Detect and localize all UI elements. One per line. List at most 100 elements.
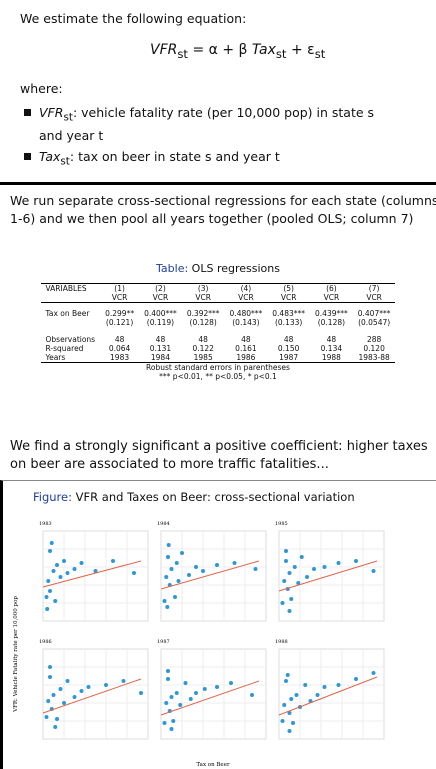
table-cell: 0.400***: [144, 309, 177, 318]
table-cell: (0.128): [189, 318, 217, 327]
eq-sub: st: [177, 46, 189, 61]
point: [194, 691, 198, 695]
point: [58, 575, 63, 579]
point: [305, 575, 309, 579]
fit-line: [42, 678, 142, 714]
table-cell: 48: [283, 335, 294, 344]
point: [79, 689, 84, 693]
x-axis-label: Tax on Beer: [196, 762, 230, 768]
table-cell: 0.131: [149, 344, 172, 353]
table-row: Observations 48 48 48 48 48 48 288: [41, 327, 396, 344]
point: [169, 567, 174, 571]
fit-line: [160, 560, 260, 590]
conclusion: We find a strongly significant a positiv…: [10, 439, 428, 472]
point: [312, 567, 316, 571]
table-row: Years 1983 1984 1985 1986 1987 1988 1983-88: [40, 353, 396, 363]
point: [287, 609, 292, 613]
point: [215, 685, 219, 689]
panel-label: 1986: [39, 639, 52, 645]
point: [72, 567, 77, 571]
fit-line: [42, 560, 142, 588]
table-cell: (0.133): [274, 318, 303, 327]
point: [132, 571, 136, 575]
point: [285, 673, 290, 677]
fit-line: [278, 676, 378, 716]
point: [169, 695, 174, 699]
table-cell: 1987: [279, 353, 299, 362]
point: [174, 561, 179, 565]
point: [294, 693, 299, 697]
point: [48, 589, 52, 593]
point: [284, 679, 288, 683]
point: [282, 579, 287, 583]
point: [183, 681, 188, 685]
table-cell: 0.407***: [357, 309, 391, 318]
panel-label: 1988: [275, 639, 288, 645]
header-cell: [41, 293, 101, 303]
point: [62, 559, 66, 563]
term: Tax: [39, 148, 61, 164]
panel-bg: [42, 530, 149, 622]
header-cell: VCR: [152, 293, 169, 302]
point: [178, 703, 183, 707]
point: [111, 559, 115, 563]
point: [250, 693, 254, 697]
table-cell: 1984: [150, 353, 170, 362]
header-cell: VARIABLES: [45, 284, 87, 293]
point: [46, 699, 51, 703]
point: [174, 691, 179, 695]
point: [53, 599, 58, 603]
table-row: R-squared 0.064 0.131 0.122 0.161 0.150 0.134 0…: [41, 344, 396, 353]
header-cell: (6): [326, 284, 337, 293]
eq-rhs: = α + β: [192, 42, 248, 58]
point: [169, 727, 174, 731]
point: [280, 601, 285, 605]
header-cell: (4): [240, 284, 252, 293]
bullet-text: Taxst: tax on beer in state s and year t: [39, 148, 280, 171]
term: VFR: [39, 105, 64, 120]
term-sub: st: [63, 111, 73, 124]
table-cell: (0.121): [105, 318, 134, 327]
bullet-marker: [24, 109, 31, 116]
point: [284, 549, 288, 553]
panel-bg: [160, 530, 267, 622]
desc: : vehicle fatality rate (per 10,000 pop)…: [39, 105, 375, 143]
table-cell: (0.128): [317, 318, 346, 327]
table-cell: 1983-88: [358, 353, 390, 362]
table-cell: 0.480***: [229, 309, 263, 318]
desc: : tax on beer in state s and year t: [69, 148, 280, 164]
caption: OLS regressions: [191, 262, 280, 275]
point: [188, 697, 193, 701]
point: [121, 679, 126, 683]
table-caption: Table: OLS regressions: [0, 262, 436, 275]
point: [173, 595, 177, 599]
point: [371, 569, 376, 573]
table-cell: 48: [241, 335, 251, 344]
point: [44, 715, 49, 719]
table-cell: 288: [366, 335, 382, 344]
bullet: Taxst: tax on beer in state s and year t: [24, 148, 400, 171]
eq-lhs: VFR: [150, 42, 178, 58]
intro: We run separate cross-sectional regressi…: [10, 193, 436, 226]
caption-label: Figure:: [33, 490, 72, 504]
point: [194, 565, 198, 569]
note-row: *** p<0.01, ** p<0.05, * p<0.1: [41, 372, 396, 381]
point: [46, 579, 51, 583]
point: [51, 693, 56, 697]
eq-sub: st: [275, 46, 287, 61]
point: [164, 575, 169, 579]
table-cell: 0.150: [277, 344, 300, 353]
point: [65, 571, 70, 575]
note-row: Robust standard errors in parentheses: [41, 363, 396, 372]
header-cell: VCR: [111, 293, 128, 302]
caption-label: Table:: [156, 262, 189, 275]
table-cell: 48: [114, 335, 125, 344]
table-cell: 1985: [193, 353, 213, 362]
table-cell: 0.299**: [105, 309, 135, 318]
table-row: (0.121) (0.119) (0.128) (0.143) (0.133) (0.12…: [41, 318, 396, 327]
point: [48, 675, 52, 679]
point: [180, 551, 184, 555]
point: [229, 681, 233, 685]
point: [289, 597, 294, 601]
